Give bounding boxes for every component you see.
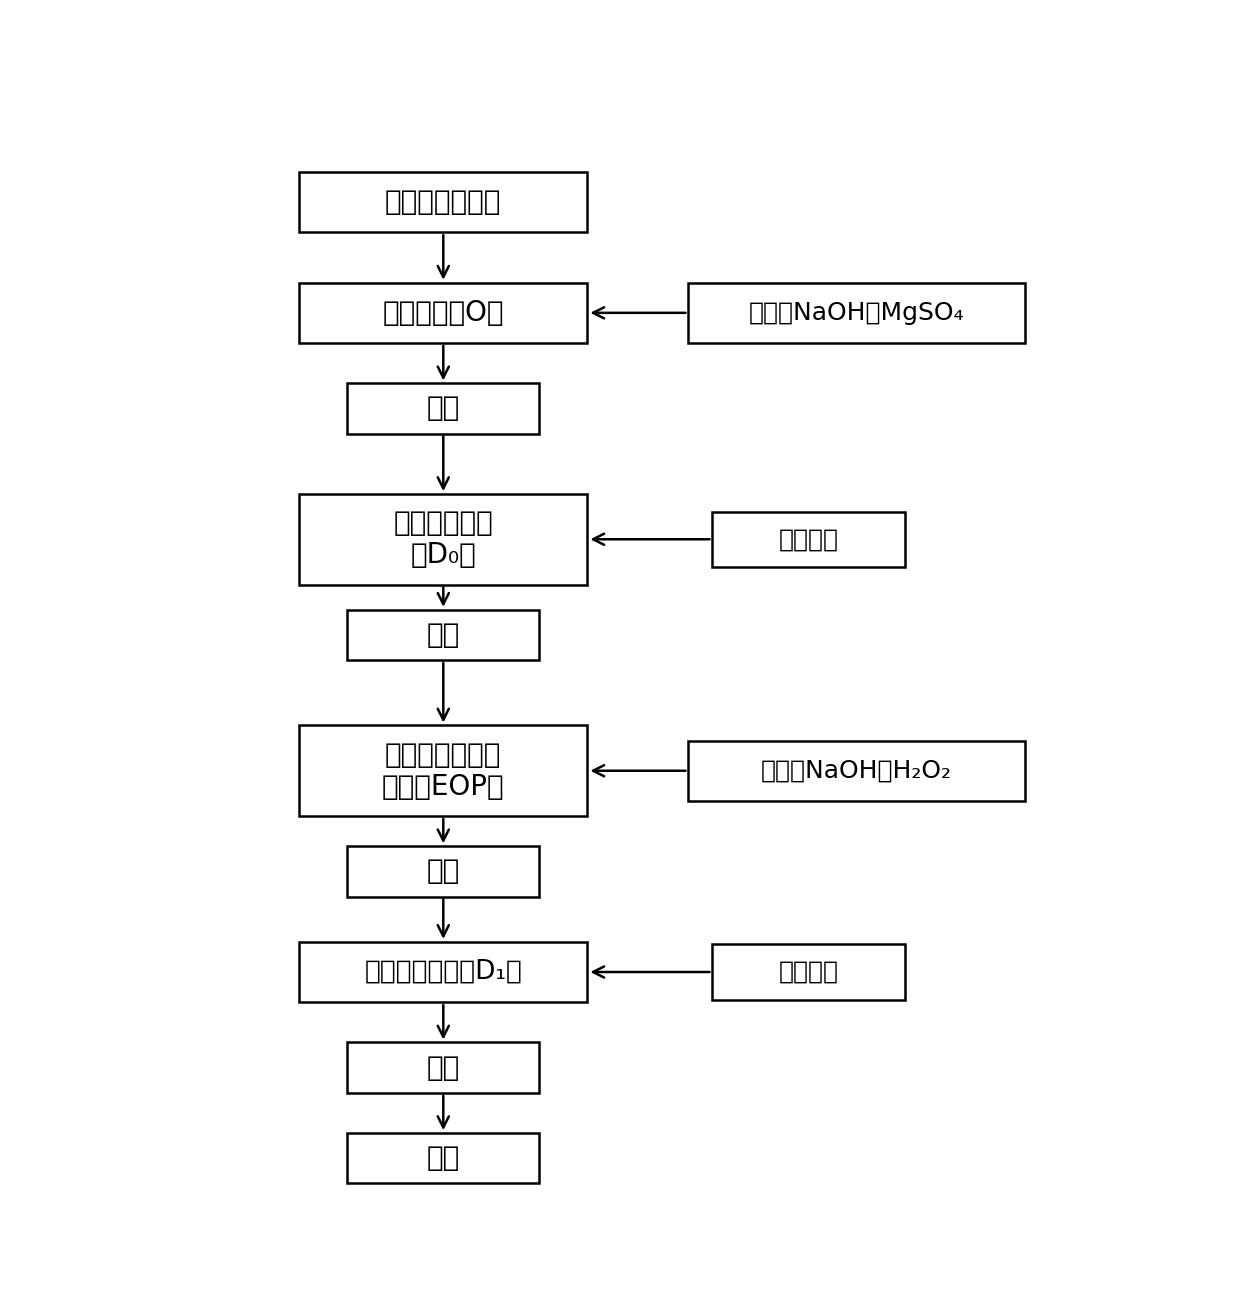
Bar	[688, 741, 1024, 801]
Bar	[347, 383, 539, 434]
Text: 过氧化氢强化碱
抽提（EOP）: 过氧化氢强化碱 抽提（EOP）	[382, 741, 505, 801]
Text: 洗涤: 洗涤	[427, 621, 460, 648]
Bar	[347, 1133, 539, 1183]
Text: 洗涤: 洗涤	[427, 1053, 460, 1082]
Text: 胡麻亚硫酸铵法: 胡麻亚硫酸铵法	[386, 188, 501, 216]
Text: 洗涤: 洗涤	[427, 395, 460, 422]
Text: 洗涤: 洗涤	[427, 857, 460, 885]
Text: 氧脱木素（O）: 氧脱木素（O）	[383, 299, 503, 327]
Bar	[347, 1043, 539, 1093]
Bar	[299, 725, 588, 816]
Text: 氧气、NaOH、H₂O₂: 氧气、NaOH、H₂O₂	[761, 759, 952, 783]
Bar	[347, 846, 539, 897]
Text: 二氧化氯补漂（D₁）: 二氧化氯补漂（D₁）	[365, 959, 522, 985]
Bar	[688, 282, 1024, 342]
Text: 抄纸: 抄纸	[427, 1144, 460, 1172]
Bar	[299, 282, 588, 342]
Text: 三氧化氯: 三氧化氯	[779, 961, 838, 984]
Text: 二氧化氯漂白
（D₀）: 二氧化氯漂白 （D₀）	[393, 508, 494, 570]
Bar	[299, 942, 588, 1002]
Bar	[299, 173, 588, 233]
Bar	[347, 609, 539, 660]
Text: 二氧化氯: 二氧化氯	[779, 527, 838, 552]
Bar	[299, 494, 588, 584]
Bar	[713, 945, 905, 1000]
Bar	[713, 511, 905, 567]
Text: 氧气、NaOH、MgSO₄: 氧气、NaOH、MgSO₄	[749, 301, 965, 325]
